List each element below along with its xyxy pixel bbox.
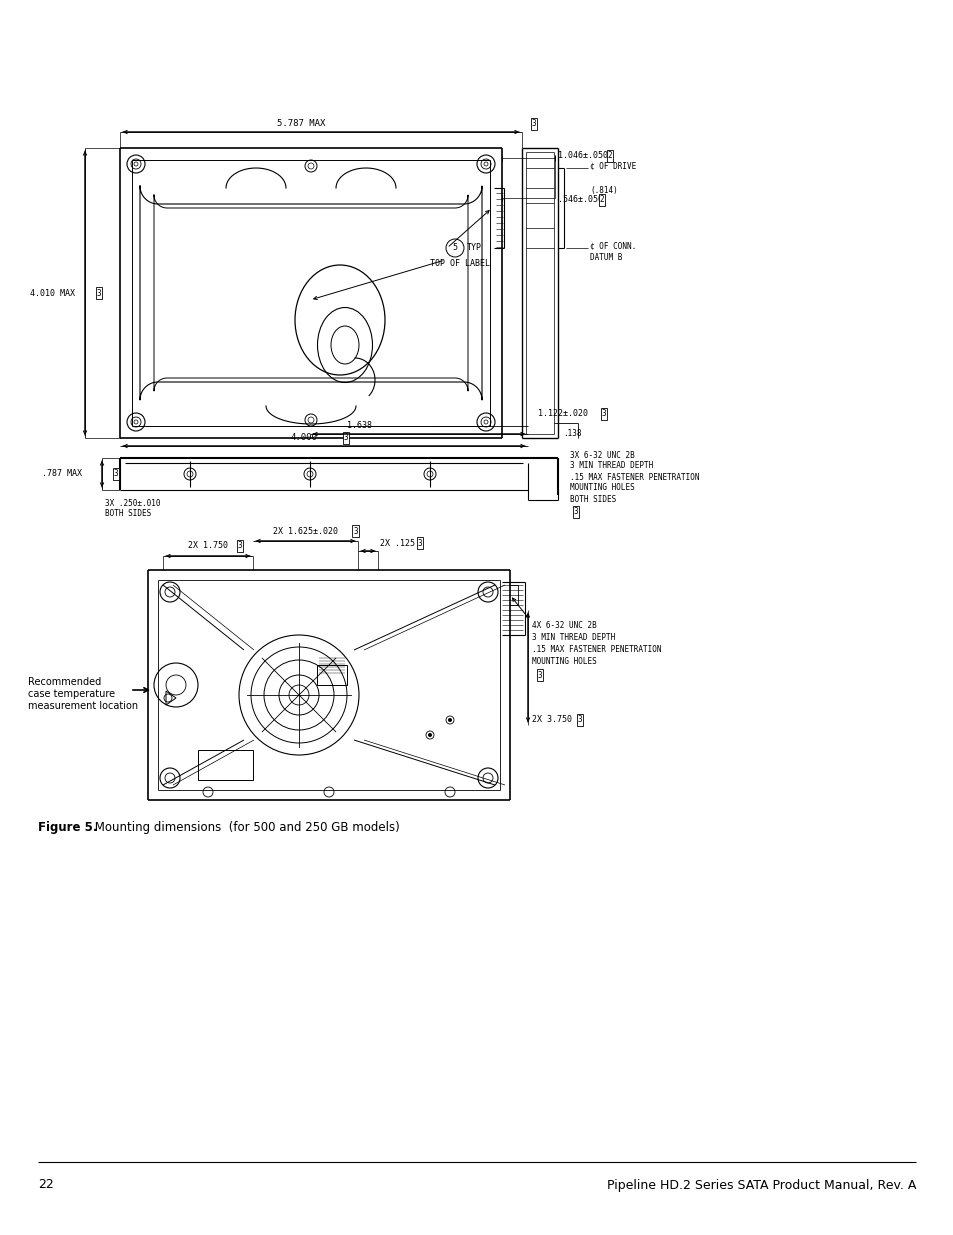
- Text: ¢ OF CONN.: ¢ OF CONN.: [589, 242, 636, 251]
- Text: (.814): (.814): [589, 185, 618, 194]
- Text: 4.010 MAX: 4.010 MAX: [30, 289, 75, 298]
- Text: .15 MAX FASTENER PENETRATION: .15 MAX FASTENER PENETRATION: [569, 473, 699, 482]
- Bar: [198, 750, 253, 781]
- Text: 3: 3: [343, 433, 348, 442]
- Text: 1.046±.050: 1.046±.050: [558, 152, 607, 161]
- Text: 4X 6-32 UNC 2B: 4X 6-32 UNC 2B: [532, 620, 597, 630]
- Text: 1.638: 1.638: [347, 421, 372, 431]
- Text: 5: 5: [452, 243, 457, 252]
- Text: 3X .250±.010: 3X .250±.010: [105, 499, 160, 509]
- Text: 4.000: 4.000: [291, 433, 317, 442]
- Text: MOUNTING HOLES: MOUNTING HOLES: [569, 483, 634, 493]
- Text: 3: 3: [573, 508, 578, 516]
- Text: .787 MAX: .787 MAX: [42, 469, 82, 478]
- Text: 2X 1.750: 2X 1.750: [188, 541, 228, 551]
- Text: 3: 3: [353, 526, 357, 536]
- Text: 1.122±.020: 1.122±.020: [537, 410, 587, 419]
- Text: Figure 5.: Figure 5.: [38, 821, 97, 835]
- Text: 3 MIN THREAD DEPTH: 3 MIN THREAD DEPTH: [569, 462, 653, 471]
- Text: ¢ OF DRIVE: ¢ OF DRIVE: [589, 162, 636, 170]
- Text: 3: 3: [113, 469, 118, 478]
- Text: 2X 1.625±.020: 2X 1.625±.020: [273, 526, 337, 536]
- Text: .546±.050: .546±.050: [558, 195, 602, 205]
- Text: 5.787 MAX: 5.787 MAX: [276, 120, 325, 128]
- Circle shape: [428, 734, 432, 737]
- Text: BOTH SIDES: BOTH SIDES: [105, 510, 152, 519]
- Text: case temperature: case temperature: [28, 689, 115, 699]
- Text: 3: 3: [417, 538, 422, 547]
- Text: 3: 3: [578, 715, 581, 725]
- Text: .138: .138: [562, 429, 581, 437]
- Circle shape: [448, 718, 452, 722]
- Text: 3X 6-32 UNC 2B: 3X 6-32 UNC 2B: [569, 451, 634, 459]
- Text: 3: 3: [531, 120, 536, 128]
- Text: DATUM B: DATUM B: [589, 253, 621, 263]
- Text: 3: 3: [96, 289, 101, 298]
- Text: 2X 3.750: 2X 3.750: [532, 715, 572, 725]
- Bar: [316, 664, 347, 685]
- Text: 3 MIN THREAD DEPTH: 3 MIN THREAD DEPTH: [532, 632, 615, 641]
- Text: MOUNTING HOLES: MOUNTING HOLES: [532, 657, 597, 666]
- Text: 2: 2: [607, 152, 612, 161]
- Text: 3: 3: [601, 410, 606, 419]
- Text: Pipeline HD.2 Series SATA Product Manual, Rev. A: Pipeline HD.2 Series SATA Product Manual…: [606, 1178, 915, 1192]
- Text: 2: 2: [599, 195, 603, 205]
- Text: .15 MAX FASTENER PENETRATION: .15 MAX FASTENER PENETRATION: [532, 645, 660, 653]
- Text: 22: 22: [38, 1178, 53, 1192]
- Text: Recommended: Recommended: [28, 677, 101, 687]
- Text: 3: 3: [537, 671, 541, 679]
- Text: BOTH SIDES: BOTH SIDES: [569, 494, 616, 504]
- Text: 2X .125: 2X .125: [379, 538, 415, 547]
- Polygon shape: [166, 692, 175, 705]
- Text: measurement location: measurement location: [28, 701, 138, 711]
- Text: TYP: TYP: [467, 243, 481, 252]
- Text: TOP OF LABEL: TOP OF LABEL: [430, 258, 490, 268]
- Text: 3: 3: [237, 541, 242, 551]
- Text: Mounting dimensions  (for 500 and 250 GB models): Mounting dimensions (for 500 and 250 GB …: [91, 821, 399, 835]
